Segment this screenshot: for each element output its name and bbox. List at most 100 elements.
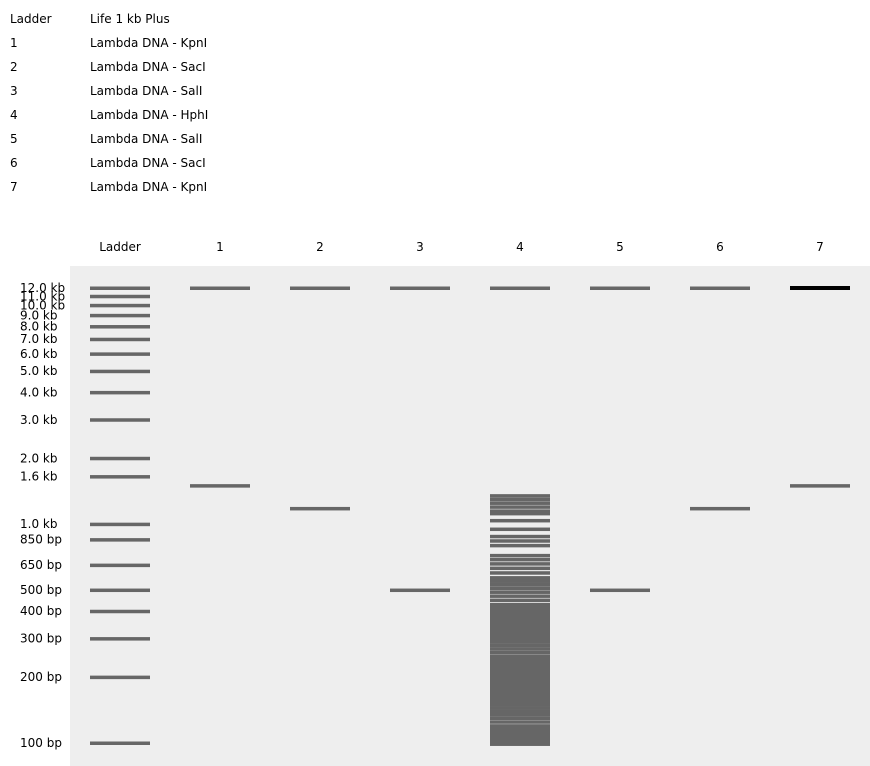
gel-band <box>490 511 550 516</box>
gel-band <box>290 506 350 511</box>
lane-header: 1 <box>216 240 224 254</box>
gel-band <box>490 590 550 594</box>
gel-band <box>190 286 250 290</box>
gel-band <box>90 609 150 614</box>
gel-band <box>490 670 550 675</box>
lane-legend-description: Life 1 kb Plus <box>90 12 170 26</box>
gel-band <box>490 579 550 583</box>
gel-band <box>490 286 550 290</box>
gel-band <box>90 313 150 318</box>
gel-band <box>490 666 550 671</box>
ladder-size-label: 6.0 kb <box>20 347 57 361</box>
gel-band <box>90 563 150 568</box>
gel-band <box>490 534 550 539</box>
gel-band <box>90 286 150 290</box>
ladder-size-label: 650 bp <box>20 558 62 572</box>
gel-band <box>90 352 150 356</box>
gel-band <box>490 696 550 701</box>
gel-band <box>490 702 550 707</box>
ladder-size-label: 10.0 kb <box>20 298 65 312</box>
gel-band <box>490 583 550 587</box>
lane-header: 7 <box>816 240 824 254</box>
gel-band <box>490 724 550 728</box>
gel-band <box>90 675 150 680</box>
gel-band <box>490 509 550 513</box>
gel-band <box>490 557 550 562</box>
gel-band <box>490 662 550 666</box>
lane-legend-id: 2 <box>10 60 18 74</box>
lane-legend-description: Lambda DNA - KpnI <box>90 36 208 50</box>
gel-band <box>490 736 550 741</box>
gel-band <box>490 716 550 721</box>
gel-band <box>490 729 550 733</box>
gel-band <box>490 501 550 505</box>
gel-band <box>490 598 550 603</box>
gel-band <box>490 691 550 695</box>
gel-band <box>90 325 150 329</box>
ladder-size-label: 300 bp <box>20 632 62 646</box>
gel-band <box>490 683 550 687</box>
gel-band <box>690 506 750 511</box>
gel-band <box>90 741 150 745</box>
gel-band <box>90 522 150 527</box>
lane-header: 4 <box>516 240 524 254</box>
gel-band <box>490 619 550 624</box>
lane-legend-id: Ladder <box>10 12 52 26</box>
ladder-size-label: 11.0 kb <box>20 289 65 303</box>
ladder-size-label: 8.0 kb <box>20 320 57 334</box>
ladder-size-label: 3.0 kb <box>20 413 57 427</box>
gel-band <box>490 614 550 619</box>
gel-band <box>90 303 150 308</box>
gel-band <box>490 637 550 641</box>
lane-legend-id: 1 <box>10 36 18 50</box>
gel-band <box>490 643 550 648</box>
gel-band <box>490 720 550 724</box>
gel-band <box>490 566 550 571</box>
gel-band <box>90 369 150 374</box>
gel-band <box>490 622 550 626</box>
gel-band <box>90 337 150 342</box>
gel-band <box>490 678 550 682</box>
gel-band <box>490 658 550 662</box>
lane-legend-description: Lambda DNA - SalI <box>90 84 203 98</box>
ladder-size-label: 12.0 kb <box>20 281 65 295</box>
gel-band <box>90 456 150 461</box>
ladder-size-label: 7.0 kb <box>20 332 57 346</box>
lane-legend-id: 5 <box>10 132 18 146</box>
ladder-size-label: 100 bp <box>20 736 62 750</box>
gel-band <box>90 294 150 299</box>
gel-band <box>90 588 150 593</box>
gel-band <box>90 637 150 641</box>
gel-band <box>490 739 550 744</box>
gel-band <box>490 609 550 614</box>
gel-band <box>590 588 650 593</box>
gel-band <box>490 625 550 629</box>
lane-header: 3 <box>416 240 424 254</box>
gel-band <box>490 607 550 611</box>
gel-band <box>90 418 150 422</box>
gel-band <box>490 712 550 717</box>
gel-band <box>490 742 550 746</box>
gel-band <box>490 680 550 684</box>
gel-band <box>90 538 150 542</box>
ladder-size-label: 2.0 kb <box>20 451 57 465</box>
gel-band <box>490 706 550 710</box>
gel-band <box>690 286 750 290</box>
gel-band <box>190 484 250 488</box>
gel-band <box>490 633 550 638</box>
ladder-size-label: 500 bp <box>20 583 62 597</box>
gel-band <box>490 709 550 714</box>
gel-band <box>490 527 550 532</box>
gel-band <box>390 588 450 593</box>
gel-band <box>790 286 850 290</box>
ladder-size-label: 200 bp <box>20 670 62 684</box>
gel-band <box>490 617 550 621</box>
gel-band <box>490 543 550 548</box>
gel-band <box>90 390 150 395</box>
gel-band <box>490 605 550 609</box>
lane-legend-description: Lambda DNA - KpnI <box>90 180 208 194</box>
gel-band <box>490 602 550 607</box>
gel-band <box>490 640 550 644</box>
gel-band <box>490 731 550 736</box>
